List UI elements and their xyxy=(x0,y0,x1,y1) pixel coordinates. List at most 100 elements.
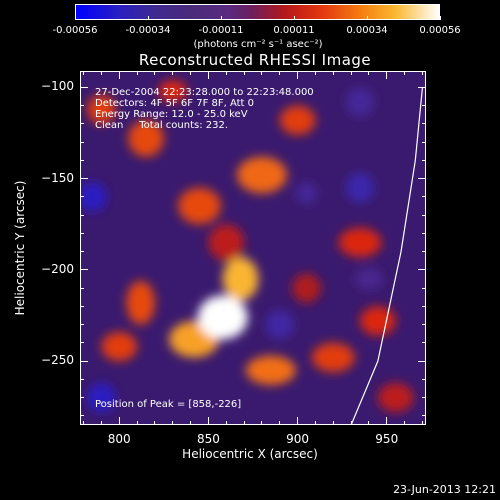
x-tick xyxy=(225,71,227,75)
colorbar-tick-label: -0.00056 xyxy=(52,25,98,36)
y-tick xyxy=(422,305,426,307)
x-tick xyxy=(136,421,138,425)
x-tick xyxy=(154,421,156,425)
x-tick xyxy=(172,421,174,425)
x-tick-label: 800 xyxy=(107,432,131,446)
y-tick-label: −200 xyxy=(41,261,74,276)
y-tick xyxy=(418,360,426,362)
colorbar-tick-label: 0.00056 xyxy=(419,25,461,36)
info-clean-counts: Clean Total counts: 232. xyxy=(95,120,229,131)
plot-area: 27-Dec-2004 22:23:28.000 to 22:23:48.000… xyxy=(80,71,426,425)
timestamp: 23-Jun-2013 12:21 xyxy=(393,483,496,496)
colorbar-tick xyxy=(366,16,368,20)
emission-blob xyxy=(292,273,321,303)
x-tick xyxy=(100,421,102,425)
y-tick xyxy=(422,105,426,107)
chart-title: Reconstructed RHESSI Image xyxy=(138,51,372,69)
x-tick xyxy=(118,71,120,79)
x-tick xyxy=(314,71,316,75)
x-tick xyxy=(350,71,352,75)
negative-blob xyxy=(265,310,295,340)
x-tick xyxy=(207,71,209,79)
colorbar xyxy=(75,4,440,20)
negative-blob xyxy=(87,383,116,413)
x-tick xyxy=(261,71,263,75)
emission-blob xyxy=(377,383,414,413)
y-tick xyxy=(80,360,88,362)
y-tick xyxy=(422,287,426,289)
x-tick xyxy=(404,421,406,425)
x-tick-label: 900 xyxy=(286,432,310,446)
x-tick xyxy=(421,421,423,425)
y-tick xyxy=(80,214,84,216)
colorbar-tick xyxy=(293,16,295,20)
x-tick xyxy=(368,71,370,75)
emission-blob xyxy=(311,342,355,373)
colorbar-unit: (photons cm⁻² s⁻¹ asec⁻²) xyxy=(193,39,323,50)
emission-blob xyxy=(87,94,116,124)
emission-blob xyxy=(128,120,164,157)
y-tick-label: −150 xyxy=(41,170,74,185)
x-tick-label: 950 xyxy=(375,432,399,446)
emission-blob xyxy=(208,224,245,261)
x-tick xyxy=(172,71,174,75)
x-tick xyxy=(421,71,423,75)
x-tick xyxy=(386,417,388,425)
negative-blob xyxy=(345,173,375,203)
emission-blob xyxy=(236,156,287,194)
y-tick xyxy=(422,159,426,161)
y-tick xyxy=(80,159,84,161)
x-tick xyxy=(279,71,281,75)
x-tick xyxy=(314,421,316,425)
negative-blob xyxy=(295,182,318,205)
y-tick xyxy=(80,232,84,234)
x-tick xyxy=(297,417,299,425)
emission-blob xyxy=(158,80,188,103)
y-tick xyxy=(422,232,426,234)
emission-blob xyxy=(222,257,259,301)
x-tick xyxy=(279,421,281,425)
y-tick xyxy=(80,269,88,271)
y-tick xyxy=(80,397,84,399)
x-tick xyxy=(350,421,352,425)
x-tick xyxy=(404,71,406,75)
y-tick xyxy=(422,397,426,399)
x-tick xyxy=(190,421,192,425)
peak-position: Position of Peak = [858,-226] xyxy=(95,399,242,410)
x-tick xyxy=(100,71,102,75)
colorbar-tick xyxy=(147,16,149,20)
emission-blob xyxy=(126,280,155,325)
y-tick xyxy=(422,342,426,344)
y-tick xyxy=(80,123,84,125)
x-tick xyxy=(225,421,227,425)
emission-blob xyxy=(197,295,248,340)
x-tick xyxy=(261,421,263,425)
y-tick xyxy=(80,342,84,344)
colorbar-tick-label: 0.00034 xyxy=(346,25,388,36)
colorbar-tick-label: -0.00034 xyxy=(125,25,171,36)
y-tick xyxy=(422,378,426,380)
colorbar-tick-label: -0.00011 xyxy=(198,25,244,36)
info-time-range: 27-Dec-2004 22:23:28.000 to 22:23:48.000 xyxy=(95,87,314,98)
y-tick-label: −250 xyxy=(41,353,74,368)
x-tick xyxy=(368,421,370,425)
emission-blob xyxy=(101,331,138,362)
colorbar-tick-label: 0.00011 xyxy=(273,25,315,36)
emission-blob xyxy=(360,306,396,336)
x-tick xyxy=(297,71,299,79)
colorbar-tick xyxy=(439,16,441,20)
y-tick xyxy=(80,196,84,198)
x-tick xyxy=(332,71,334,75)
colorbar-tick xyxy=(220,16,222,20)
y-tick xyxy=(422,123,426,125)
x-tick xyxy=(386,71,388,79)
emission-blob xyxy=(245,355,296,385)
x-tick xyxy=(154,71,156,75)
heatmap-image xyxy=(80,80,424,425)
solar-limb-curve xyxy=(350,87,424,425)
x-tick-label: 850 xyxy=(196,432,220,446)
y-tick xyxy=(80,305,84,307)
info-energy-range: Energy Range: 12.0 - 25.0 keV xyxy=(95,109,248,120)
y-tick-label: −100 xyxy=(41,79,74,94)
colorbar-tick xyxy=(74,16,76,20)
